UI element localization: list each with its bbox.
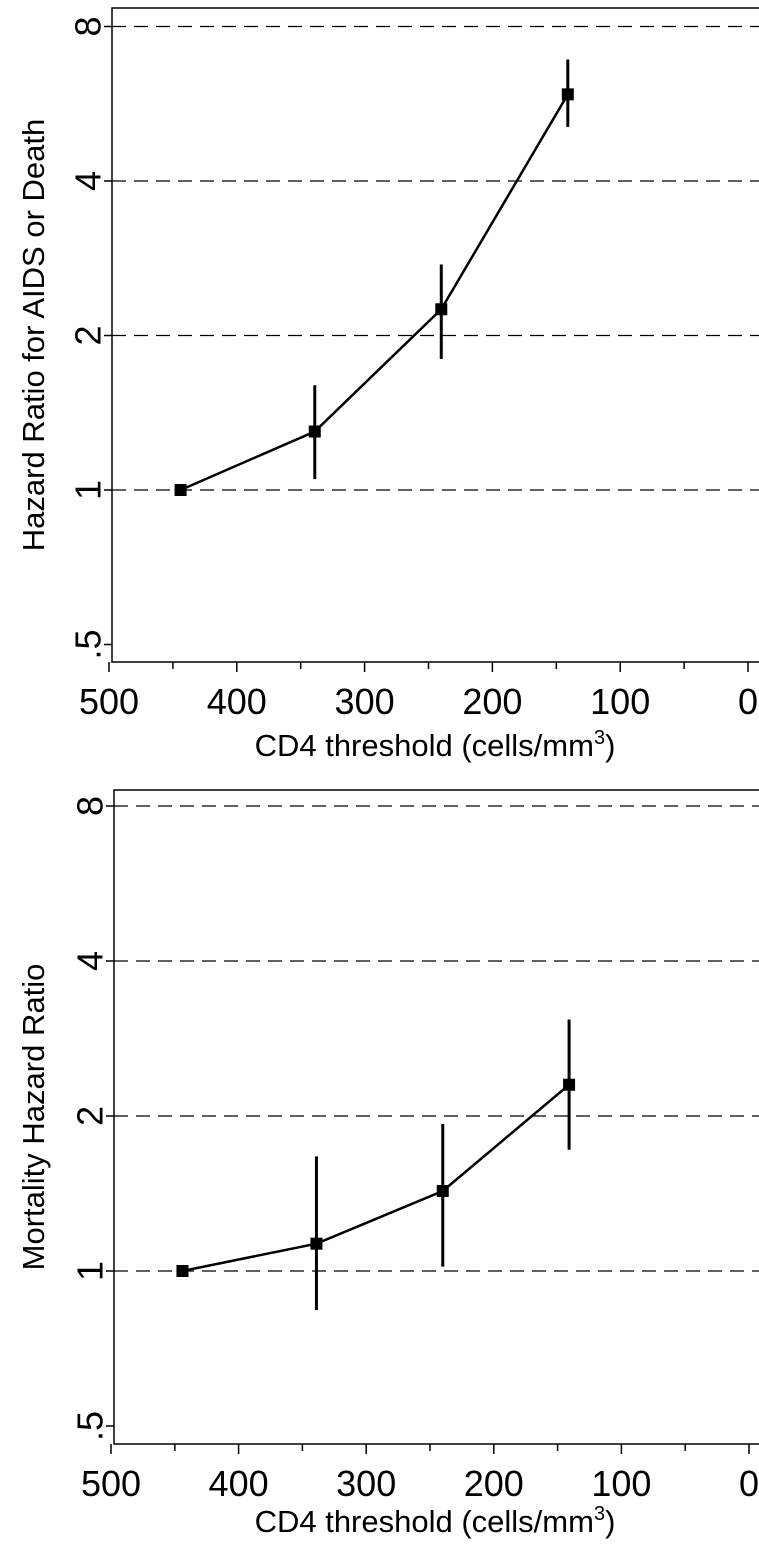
data-point: [561, 88, 574, 101]
y-tick-label: 1: [70, 1261, 111, 1281]
x-tick-label: 300: [335, 681, 395, 722]
y-tick-label: .5: [70, 1411, 111, 1441]
data-point: [308, 425, 321, 438]
data-point: [176, 1265, 189, 1277]
data-point: [310, 1237, 323, 1250]
series-line: [182, 1083, 570, 1273]
x-tick-label: 0: [738, 681, 758, 722]
panel-mortality: .5 1 2 4 8 500 400 300 200 100 0 Mortality Hazard…: [16, 789, 759, 1539]
y-tick-label: 8: [68, 16, 109, 36]
data-point: [435, 303, 448, 316]
x-tick-label: 500: [79, 681, 139, 722]
x-tick-label: 100: [590, 681, 650, 722]
y-tick-label: .5: [68, 629, 109, 659]
y-axis-title: Mortality Hazard Ratio: [16, 964, 51, 1271]
series-line: [180, 93, 569, 492]
y-tick-label: 2: [70, 1106, 111, 1126]
x-tick-label: 200: [462, 681, 522, 722]
x-tick-label: 500: [81, 1463, 141, 1504]
x-tick-label: 400: [209, 1463, 269, 1504]
y-tick-label: 4: [70, 951, 111, 971]
data-point: [174, 484, 187, 496]
x-tick-label: 300: [336, 1463, 396, 1504]
y-tick-label: 2: [68, 325, 109, 345]
x-axis-title: CD4 threshold (cells/mm3): [255, 727, 616, 763]
x-tick-label: 200: [464, 1463, 524, 1504]
panel-aids-or-death: .5 1 2 4 8 500 400 300 200 100 0 Hazard Ratio for…: [16, 7, 759, 763]
data-point: [436, 1185, 449, 1198]
x-tick-label: 100: [591, 1463, 651, 1504]
x-axis-title: CD4 threshold (cells/mm3): [255, 1503, 616, 1539]
plot-area-frame: [113, 789, 759, 1445]
y-tick-label: 4: [68, 171, 109, 191]
y-tick-label: 8: [70, 796, 111, 816]
x-tick-label: 0: [739, 1463, 759, 1504]
y-axis-title: Hazard Ratio for AIDS or Death: [16, 119, 51, 551]
data-point: [563, 1078, 576, 1091]
x-tick-label: 400: [207, 681, 267, 722]
y-tick-label: 1: [68, 480, 109, 500]
